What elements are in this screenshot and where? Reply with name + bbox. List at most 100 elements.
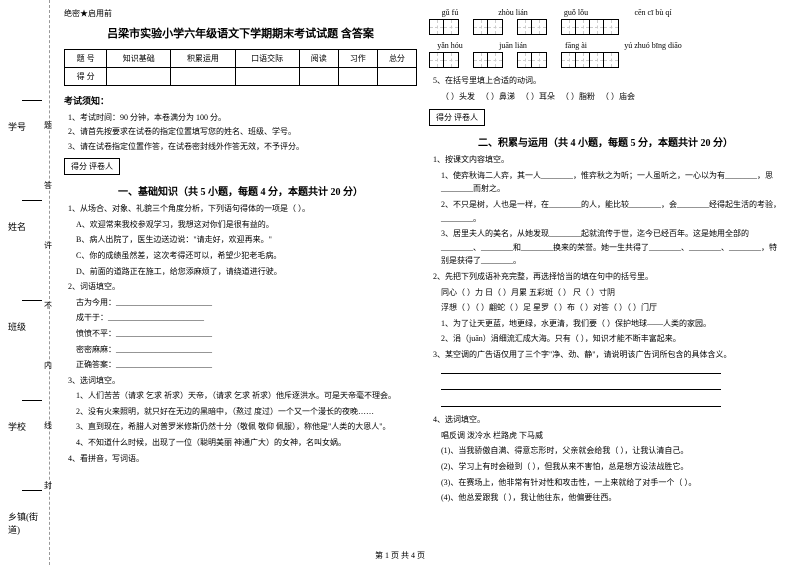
pinyin: guǒ lǒu xyxy=(555,8,597,17)
bind-label: 班级 xyxy=(8,320,26,333)
pinyin: gǔ fú xyxy=(429,8,471,17)
th: 知识基础 xyxy=(107,50,171,68)
q5-item: （ ）耳朵 xyxy=(521,92,555,101)
th: 口语交际 xyxy=(235,50,299,68)
s2q1b: 2、不只是树，人也是一样，在________的人，能比较________，会__… xyxy=(441,198,782,225)
bind-line xyxy=(22,200,42,201)
seal-char: 封 xyxy=(44,480,52,491)
td[interactable] xyxy=(235,68,299,86)
pinyin-row: yǎn hóu juān lián fāng ài yú zhuó bīng d… xyxy=(429,41,782,50)
char-grid[interactable] xyxy=(561,52,619,68)
td[interactable] xyxy=(299,68,338,86)
s2q2a: 同心（ ）力 日（ ）月累 五彩斑（ ） 尺（ ）寸阴 xyxy=(441,286,782,300)
s2q4a: 唱反调 泼冷水 栏路虎 下马威 xyxy=(441,429,782,443)
s2q2b: 浮想（ ）（ ）翩蛇（ ）足 星罗（ ）布（ ）对答（ ）（ ）门厅 xyxy=(441,301,782,315)
char-grid[interactable] xyxy=(473,52,503,68)
pinyin: juān lián xyxy=(485,41,541,50)
th: 总分 xyxy=(377,50,416,68)
notice-item: 2、请首先按要求在试卷的指定位置填写您的姓名、班级、学号。 xyxy=(68,125,417,139)
s2q1c: 3、居里夫人的美名，从她发现________起就流传于世，迄今已经百年。这是她用… xyxy=(441,227,782,268)
th: 习作 xyxy=(338,50,377,68)
q3: 3、选词填空。 xyxy=(68,374,417,388)
q1-opt: C、你的成绩虽然差，这次考得还可以，希望少犯老毛病。 xyxy=(76,249,417,263)
seal-char: 不 xyxy=(44,300,52,311)
s2q2d: 2、涓（juān）涓细流汇成大海。只有（ ），知识才能不断丰富起来。 xyxy=(441,332,782,346)
s2q3-line[interactable] xyxy=(441,380,782,395)
section1-title: 一、基础知识（共 5 小题，每题 4 分，本题共计 20 分） xyxy=(64,183,417,198)
seal-char: 题 xyxy=(44,120,52,131)
q2-item: 愤愤不平：________________________ xyxy=(76,327,417,341)
seal-char: 线 xyxy=(44,420,52,431)
char-grid[interactable] xyxy=(517,19,547,35)
q1-opt: D、前面的道路正在施工，给您添麻烦了，请绕道进行驶。 xyxy=(76,265,417,279)
bind-label: 学校 xyxy=(8,420,26,433)
score-box: 得分 评卷人 xyxy=(64,158,120,175)
bind-label: 乡镇(街道) xyxy=(8,510,49,536)
section2-title: 二、积累与运用（共 4 小题，每题 5 分，本题共计 20 分） xyxy=(429,134,782,149)
notice-title: 考试须知： xyxy=(64,94,417,107)
q5-item: （ ）脂粉 xyxy=(561,92,595,101)
q2-item: 古为今用：________________________ xyxy=(76,296,417,310)
bind-line xyxy=(22,490,42,491)
page-content: 绝密★启用前 吕梁市实验小学六年级语文下学期期末考试试题 含答案 题 号 知识基… xyxy=(58,0,798,565)
bind-line xyxy=(22,300,42,301)
char-grid-row xyxy=(429,52,782,68)
bind-label: 学号 xyxy=(8,120,26,133)
td[interactable] xyxy=(338,68,377,86)
q2-item: 密密麻麻：________________________ xyxy=(76,343,417,357)
char-grid-row xyxy=(429,19,782,35)
pinyin: fāng ài xyxy=(555,41,597,50)
bind-label: 姓名 xyxy=(8,220,26,233)
seal-char: 内 xyxy=(44,360,52,371)
q3-item: 2、没有火来照明，就只好在无边的黑暗中，（熬过 度过）一个又一个漫长的夜晚…… xyxy=(76,405,417,419)
td: 得 分 xyxy=(65,68,107,86)
char-grid[interactable] xyxy=(561,19,619,35)
pinyin: zhòu lián xyxy=(485,8,541,17)
seal-char: 许 xyxy=(44,240,52,251)
q2: 2、词语填空。 xyxy=(68,280,417,294)
s2q3: 3、某空调的广告语仅用了三个字"净、劲、静"，请说明该广告词所包含的具体含义。 xyxy=(433,348,782,362)
binding-margin: 乡镇(街道) 学校 班级 姓名 学号 封 线 内 不 许 答 题 xyxy=(0,0,50,565)
q3-item: 4、不知道什么时候，出现了一位（聪明美丽 神通广大）的女神，名叫女娲。 xyxy=(76,436,417,450)
char-grid[interactable] xyxy=(517,52,547,68)
q5: 5、在括号里填上合适的动词。 xyxy=(433,74,782,88)
table-row: 题 号 知识基础 积累运用 口语交际 阅读 习作 总分 xyxy=(65,50,417,68)
td[interactable] xyxy=(171,68,235,86)
q3-item: 3、直到现在，希腊人对普罗米修斯仍然十分（敬佩 敬仰 佩服），称他是"人类的大恩… xyxy=(76,420,417,434)
q5-items: （ ）头发 （ ）鼻涕 （ ）耳朵 （ ）脂粉 （ ）庙会 xyxy=(441,90,782,104)
table-row: 得 分 xyxy=(65,68,417,86)
right-column: gǔ fú zhòu lián guǒ lǒu cēn cī bù qí yǎn… xyxy=(423,0,788,565)
th: 题 号 xyxy=(65,50,107,68)
notice-item: 3、请在试卷指定位置作答，在试卷密封线外作答无效，不予评分。 xyxy=(68,140,417,154)
s2q4d: (3)、在赛场上，他非常有针对性和攻击性，一上来就给了对手一个（ ）。 xyxy=(441,476,782,490)
pinyin: cēn cī bù qí xyxy=(611,8,695,17)
th: 阅读 xyxy=(299,50,338,68)
th: 积累运用 xyxy=(171,50,235,68)
char-grid[interactable] xyxy=(429,52,459,68)
q4: 4、看拼音，写词语。 xyxy=(68,452,417,466)
q5-item: （ ）鼻涕 xyxy=(481,92,515,101)
s2q3-line[interactable] xyxy=(441,397,782,412)
page-footer: 第 1 页 共 4 页 xyxy=(0,550,800,561)
pinyin-row: gǔ fú zhòu lián guǒ lǒu cēn cī bù qí xyxy=(429,8,782,17)
s2q1a: 1、使弈秋诲二人弈，其一人________，惟弈秋之为听；一人虽听之，一心以为有… xyxy=(441,169,782,196)
q1: 1、从场合、对象、礼貌三个角度分析，下列语句得体的一项是（ ）。 xyxy=(68,202,417,216)
left-column: 绝密★启用前 吕梁市实验小学六年级语文下学期期末考试试题 含答案 题 号 知识基… xyxy=(58,0,423,565)
pinyin: yú zhuó bīng diāo xyxy=(611,41,695,50)
q1-opt: B、病人出院了，医生边送边说："请走好，欢迎再来。" xyxy=(76,233,417,247)
notice-item: 1、考试时间：90 分钟，本卷满分为 100 分。 xyxy=(68,111,417,125)
secret-label: 绝密★启用前 xyxy=(64,8,417,19)
s2q1: 1、按课文内容填空。 xyxy=(433,153,782,167)
score-table: 题 号 知识基础 积累运用 口语交际 阅读 习作 总分 得 分 xyxy=(64,49,417,86)
s2q2: 2、先把下列成语补充完整，再选择恰当的填在句中的括号里。 xyxy=(433,270,782,284)
td[interactable] xyxy=(107,68,171,86)
s2q3-line[interactable] xyxy=(441,364,782,379)
td[interactable] xyxy=(377,68,416,86)
q5-item: （ ）头发 xyxy=(441,92,475,101)
score-box: 得分 评卷人 xyxy=(429,109,485,126)
char-grid[interactable] xyxy=(473,19,503,35)
bind-line xyxy=(22,100,42,101)
q5-item: （ ）庙会 xyxy=(601,92,635,101)
s2q4: 4、选词填空。 xyxy=(433,413,782,427)
char-grid[interactable] xyxy=(429,19,459,35)
